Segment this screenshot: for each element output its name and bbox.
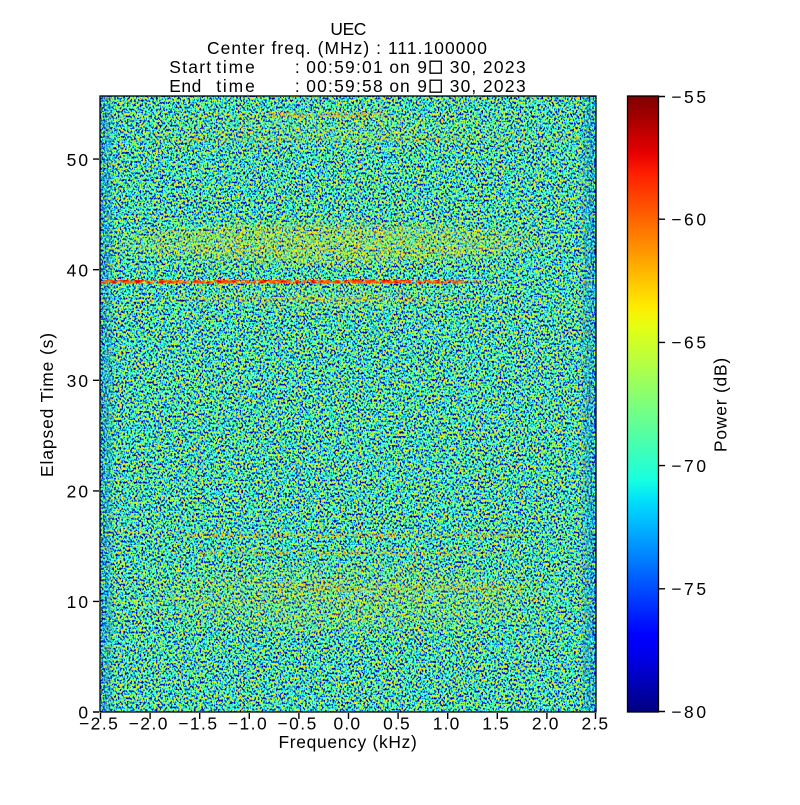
svg-text:−80: −80 bbox=[671, 702, 708, 722]
svg-text:time: time bbox=[216, 57, 256, 77]
svg-text:20: 20 bbox=[67, 482, 90, 502]
svg-text:−1.5: −1.5 bbox=[178, 714, 218, 734]
svg-text:−2.0: −2.0 bbox=[129, 714, 169, 734]
svg-text:−0.5: −0.5 bbox=[277, 714, 317, 734]
svg-text:0.0: 0.0 bbox=[334, 714, 362, 734]
svg-text:Start: Start bbox=[169, 57, 212, 77]
svg-text:time: time bbox=[216, 76, 256, 96]
svg-text:1.5: 1.5 bbox=[482, 714, 510, 734]
svg-text:30,: 30, bbox=[450, 76, 477, 96]
svg-text:50: 50 bbox=[67, 150, 90, 170]
svg-text:−2.5: −2.5 bbox=[79, 714, 119, 734]
svg-text:0.5: 0.5 bbox=[383, 714, 411, 734]
svg-text:End: End bbox=[169, 76, 202, 96]
svg-text::: : bbox=[295, 57, 300, 77]
svg-text:−70: −70 bbox=[671, 456, 708, 476]
svg-text:00:59:58: 00:59:58 bbox=[306, 76, 384, 96]
svg-text:2023: 2023 bbox=[483, 76, 527, 96]
svg-text:UEC: UEC bbox=[330, 19, 366, 39]
svg-text:9: 9 bbox=[417, 57, 427, 77]
svg-text:10: 10 bbox=[67, 592, 90, 612]
svg-text:Center freq. (MHz) : 111.10000: Center freq. (MHz) : 111.100000 bbox=[207, 38, 488, 58]
svg-text:00:59:01: 00:59:01 bbox=[306, 57, 384, 77]
svg-text:30: 30 bbox=[67, 371, 90, 391]
svg-text:2.0: 2.0 bbox=[532, 714, 560, 734]
svg-text:1.0: 1.0 bbox=[433, 714, 461, 734]
svg-text:−55: −55 bbox=[671, 87, 708, 107]
svg-text:2.5: 2.5 bbox=[582, 714, 610, 734]
svg-text:0: 0 bbox=[78, 703, 90, 723]
svg-text:−1.0: −1.0 bbox=[228, 714, 268, 734]
svg-text:40: 40 bbox=[67, 260, 90, 280]
svg-text::: : bbox=[295, 76, 300, 96]
svg-text:2023: 2023 bbox=[483, 57, 527, 77]
svg-text:on: on bbox=[389, 57, 410, 77]
svg-text:Frequency (kHz): Frequency (kHz) bbox=[278, 732, 417, 752]
svg-text:−75: −75 bbox=[671, 579, 708, 599]
svg-text:−60: −60 bbox=[671, 210, 708, 230]
svg-text:on: on bbox=[389, 76, 410, 96]
svg-text:Power (dB): Power (dB) bbox=[711, 357, 731, 452]
svg-text:30,: 30, bbox=[450, 57, 477, 77]
svg-text:Elapsed Time (s): Elapsed Time (s) bbox=[37, 332, 57, 477]
svg-text:9: 9 bbox=[417, 76, 427, 96]
svg-text:−65: −65 bbox=[671, 333, 708, 353]
